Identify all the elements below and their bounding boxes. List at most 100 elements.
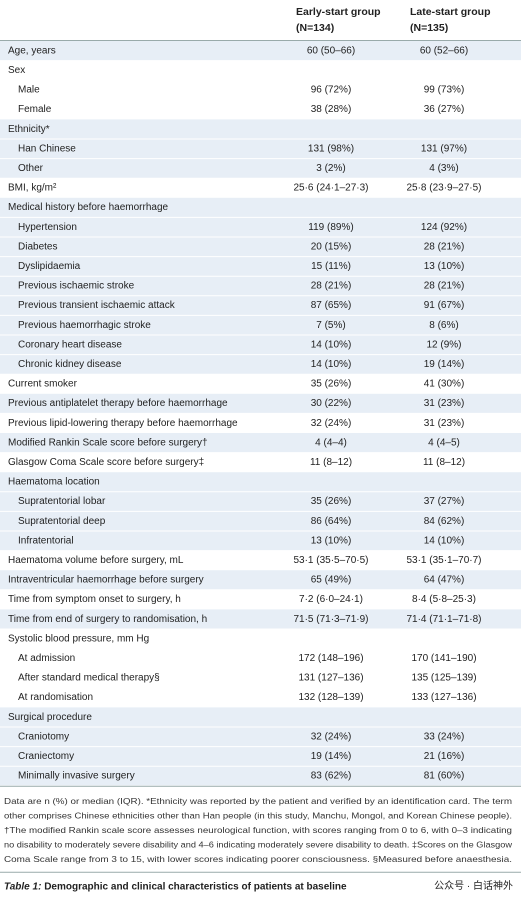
cell: 133 (127–136) — [411, 692, 476, 703]
group-band — [0, 119, 521, 179]
row-label: Modified Rankin Scale score before surge… — [8, 437, 208, 448]
cell: 86 (64%) — [311, 516, 352, 527]
footnote-line: no disability to moderately severe disab… — [4, 840, 513, 850]
group-band — [0, 197, 521, 375]
group-band — [0, 570, 521, 590]
cell: 7 (5%) — [316, 320, 345, 331]
group-band — [0, 374, 521, 394]
row-label: Time from symptom onset to surgery, h — [8, 594, 181, 605]
cell: 64 (47%) — [424, 575, 465, 586]
row-label: Age, years — [8, 45, 56, 56]
group-band — [0, 589, 521, 610]
watermark: 公众号 · 白话神外 — [434, 879, 513, 892]
group-band — [0, 433, 521, 453]
row-label: Haematoma location — [8, 477, 100, 488]
row-sublabel: Female — [18, 104, 52, 115]
row-sublabel: Craniotomy — [18, 731, 69, 742]
cell: 60 (50–66) — [307, 45, 355, 56]
cell: 60 (52–66) — [420, 45, 468, 56]
row-sublabel: Chronic kidney disease — [18, 359, 122, 370]
cell: 4 (3%) — [429, 163, 458, 174]
row-sublabel: Male — [18, 85, 40, 96]
cell: 28 (21%) — [424, 241, 465, 252]
cell: 8 (6%) — [429, 320, 458, 331]
cell: 21 (16%) — [424, 751, 465, 762]
cell: 131 (98%) — [308, 143, 354, 154]
row-label: Intraventricular haemorrhage before surg… — [8, 575, 204, 586]
cell: 124 (92%) — [421, 222, 467, 233]
cell: 8·4 (5·8–25·3) — [412, 594, 476, 605]
row-sublabel: Craniectomy — [18, 751, 74, 762]
cell: 31 (23%) — [424, 398, 465, 409]
row-label: Sex — [8, 65, 25, 76]
cell: 35 (26%) — [311, 496, 352, 507]
row-sublabel: Han Chinese — [18, 143, 76, 154]
column-header: Late-start group — [410, 6, 491, 18]
cell: 4 (4–4) — [315, 437, 347, 448]
cell: 19 (14%) — [311, 751, 352, 762]
cell: 53·1 (35·5–70·5) — [293, 555, 368, 566]
row-label: Surgical procedure — [8, 712, 92, 723]
cell: 14 (10%) — [311, 339, 352, 350]
row-label: Previous lipid-lowering therapy before h… — [8, 418, 238, 429]
group-band — [0, 393, 521, 414]
cell: 81 (60%) — [424, 771, 465, 782]
column-n: (N=134) — [296, 22, 334, 34]
footnote-line: Coma Scale range from 3 to 15, with lowe… — [4, 854, 512, 864]
cell: 31 (23%) — [424, 418, 465, 429]
cell: 91 (67%) — [424, 300, 465, 311]
group-band — [0, 41, 521, 61]
cell: 32 (24%) — [311, 731, 352, 742]
row-sublabel: Previous transient ischaemic attack — [18, 300, 176, 311]
cell: 71·5 (71·3–71·9) — [293, 614, 368, 625]
row-sublabel: Hypertension — [18, 222, 77, 233]
cell: 3 (2%) — [316, 163, 345, 174]
row-sublabel: Dyslipidaemia — [18, 261, 81, 272]
group-band — [0, 550, 521, 571]
cell: 28 (21%) — [424, 281, 465, 292]
cell: 84 (62%) — [424, 516, 465, 527]
row-label: Glasgow Coma Scale score before surgery‡ — [8, 457, 204, 468]
group-band — [0, 413, 521, 433]
row-sublabel: Diabetes — [18, 241, 57, 252]
cell: 13 (10%) — [311, 535, 352, 546]
row-label: Medical history before haemorrhage — [8, 202, 169, 213]
group-band — [0, 452, 521, 473]
footnote-line: †The modified Rankin scale score assesse… — [4, 825, 512, 835]
caption-text: Demographic and clinical characteristics… — [44, 881, 347, 892]
row-sublabel: Minimally invasive surgery — [18, 771, 135, 782]
footnote-line: Data are n (%) or median (IQR). *Ethnici… — [4, 796, 512, 806]
row-sublabel: Infratentorial — [18, 535, 74, 546]
group-band — [0, 609, 521, 629]
cell: 65 (49%) — [311, 575, 352, 586]
cell: 15 (11%) — [311, 261, 351, 272]
row-sublabel: Coronary heart disease — [18, 339, 122, 350]
cell: 53·1 (35·1–70·7) — [406, 555, 481, 566]
cell: 119 (89%) — [308, 222, 353, 233]
row-sublabel: Previous haemorrhagic stroke — [18, 320, 151, 331]
row-label: Time from end of surgery to randomisatio… — [8, 614, 207, 625]
cell: 37 (27%) — [424, 496, 465, 507]
row-label: Ethnicity* — [8, 124, 50, 135]
cell: 14 (10%) — [424, 535, 465, 546]
cell: 172 (148–196) — [298, 653, 363, 664]
row-label: Haematoma volume before surgery, mL — [8, 555, 184, 566]
row-sublabel: Other — [18, 163, 44, 174]
cell: 30 (22%) — [311, 398, 352, 409]
cell: 38 (28%) — [311, 104, 352, 115]
column-n: (N=135) — [410, 22, 448, 34]
cell: 170 (141–190) — [411, 653, 476, 664]
cell: 41 (30%) — [424, 379, 465, 390]
cell: 7·2 (6·0–24·1) — [299, 594, 363, 605]
cell: 83 (62%) — [311, 771, 352, 782]
row-sublabel: At admission — [18, 653, 75, 664]
cell: 11 (8–12) — [310, 457, 352, 468]
cell: 4 (4–5) — [428, 437, 460, 448]
cell: 11 (8–12) — [423, 457, 465, 468]
column-header: Early-start group — [296, 6, 381, 18]
cell: 32 (24%) — [311, 418, 352, 429]
row-label: Systolic blood pressure, mm Hg — [8, 633, 149, 644]
cell: 135 (125–139) — [411, 673, 476, 684]
row-label: Previous antiplatelet therapy before hae… — [8, 398, 228, 409]
